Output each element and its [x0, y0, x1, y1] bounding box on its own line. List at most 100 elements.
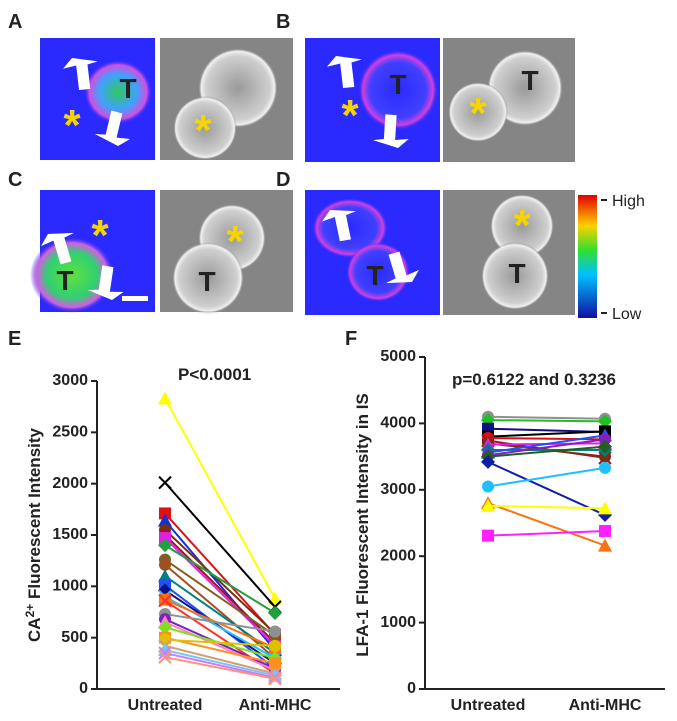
marker [482, 529, 494, 542]
panel-label: E [8, 328, 21, 350]
series-line [164, 649, 276, 677]
marker [269, 625, 281, 638]
y-tick-label: 2000 [380, 547, 416, 564]
marker [158, 650, 172, 664]
series-line [487, 438, 606, 457]
series-line [164, 564, 276, 659]
series-line [487, 529, 606, 537]
series-line [487, 430, 606, 438]
colorbar-label: Low [612, 306, 642, 323]
panel-label: A [8, 11, 22, 33]
marker [599, 433, 611, 446]
marker [158, 513, 172, 527]
y-axis-label: LFA-1 Fluorescent Intensity in IS [353, 393, 372, 657]
series-line [487, 466, 606, 488]
y-axis-label: CA2+ Fluorescent Intensity [23, 427, 44, 641]
image-label: * [91, 211, 109, 260]
series-line [164, 558, 276, 637]
image-label: T [366, 260, 383, 291]
x-tick-label: Untreated [451, 697, 526, 714]
image-label: * [63, 101, 81, 150]
marker [158, 475, 172, 490]
marker [268, 591, 282, 605]
image-label: * [469, 89, 487, 138]
annotation: P<0.0001 [178, 365, 251, 384]
series-line [164, 621, 276, 672]
panel-label: D [276, 169, 290, 191]
marker [268, 672, 282, 686]
image-label: T [521, 65, 538, 96]
cell [358, 50, 438, 130]
series-line [164, 512, 276, 636]
x-tick-label: Anti-MHC [239, 697, 312, 714]
panel-label: C [8, 169, 22, 191]
image-label: * [226, 217, 244, 266]
image-label: * [194, 106, 212, 155]
marker [158, 391, 172, 405]
y-tick-label: 1000 [52, 578, 88, 595]
image-label: T [198, 266, 215, 297]
cell [448, 82, 508, 142]
image-label: * [513, 201, 531, 250]
marker [598, 439, 612, 454]
marker [598, 414, 612, 429]
marker [481, 498, 495, 512]
series-line [164, 613, 276, 633]
series-line [487, 419, 606, 423]
image-label: * [341, 91, 359, 140]
marker [599, 524, 611, 537]
marker [159, 507, 171, 520]
y-tick-label: 4000 [380, 415, 416, 432]
y-tick-label: 2500 [52, 424, 88, 441]
marker [158, 569, 172, 583]
series-line [164, 529, 276, 635]
x-tick-label: Anti-MHC [569, 697, 642, 714]
y-label-part: Fluorescent Intensity [25, 427, 44, 603]
marker [159, 558, 171, 571]
y-label-superscript: 2+ [23, 604, 37, 618]
cell [172, 242, 244, 314]
y-tick-label: 0 [407, 680, 416, 697]
panel-label: B [276, 11, 290, 33]
cell [490, 194, 554, 258]
image-label: T [508, 258, 525, 289]
series-line [164, 638, 276, 647]
series-line [164, 544, 276, 614]
image-label: T [119, 73, 136, 104]
marker [158, 593, 172, 608]
series-line [164, 481, 276, 608]
y-tick-label: 1500 [52, 526, 88, 543]
marker [158, 538, 172, 553]
colorbar-label: High [612, 193, 645, 210]
y-tick-label: 2000 [52, 475, 88, 492]
y-label-part: LFA-1 Fluorescent Intensity in IS [353, 393, 372, 657]
series-line [487, 434, 606, 454]
marker [269, 657, 281, 670]
y-tick-label: 5000 [380, 348, 416, 365]
y-tick-label: 500 [61, 629, 88, 646]
cell [481, 242, 549, 310]
marker [598, 538, 612, 552]
marker [269, 639, 281, 652]
series-line [487, 504, 606, 510]
colorbar [578, 195, 597, 318]
cell [30, 237, 114, 313]
y-tick-label: 3000 [52, 372, 88, 389]
series-line [487, 502, 606, 547]
image-label: T [389, 69, 406, 100]
cell [84, 60, 152, 124]
series-line [164, 636, 276, 665]
marker [158, 620, 172, 635]
x-tick-label: Untreated [128, 697, 203, 714]
cell [173, 96, 237, 160]
marker [482, 480, 494, 493]
marker [598, 501, 612, 515]
y-tick-label: 1000 [380, 614, 416, 631]
panel-label: F [345, 328, 357, 350]
marker [268, 606, 282, 621]
y-tick-label: 0 [79, 680, 88, 697]
annotation: p=0.6122 and 0.3236 [452, 370, 616, 389]
series-line [164, 397, 276, 600]
series-line [164, 652, 276, 679]
